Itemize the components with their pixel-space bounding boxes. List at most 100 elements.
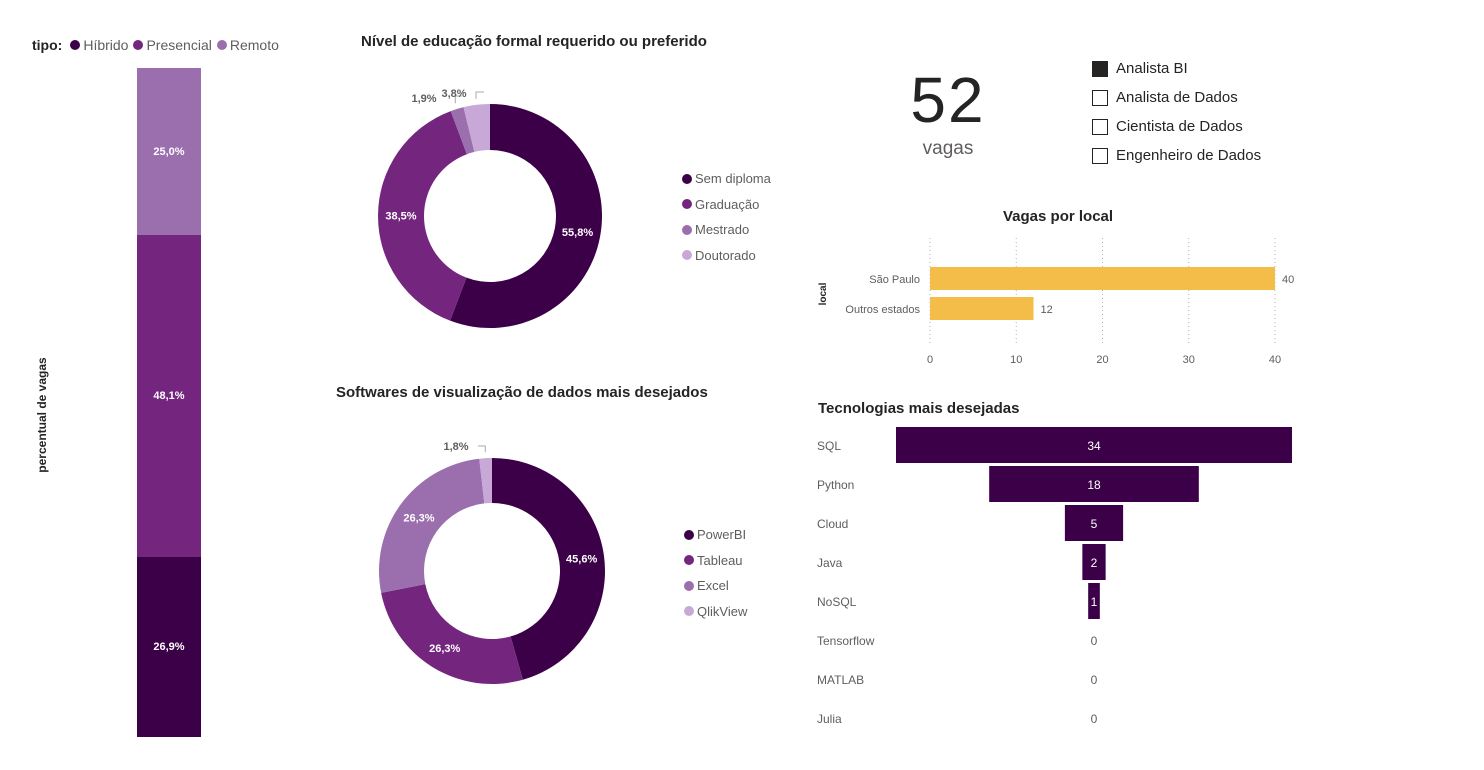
- legend-item-label: Mestrado: [695, 222, 750, 238]
- legend-item-mestrado[interactable]: Mestrado: [682, 217, 771, 243]
- x-tick-label: 0: [927, 354, 933, 366]
- bar-segment-remoto[interactable]: 25,0%: [137, 68, 201, 236]
- y-tick-label: São Paulo: [869, 274, 920, 286]
- slice-graduacao[interactable]: [378, 111, 467, 321]
- slicer-option-analista-dados[interactable]: Analista de Dados: [1092, 83, 1261, 112]
- x-tick-label: 30: [1183, 354, 1195, 366]
- legend-item-label: Remoto: [229, 37, 279, 53]
- data-label: 0: [1091, 673, 1098, 687]
- funnel-bar-nosql[interactable]: [1088, 583, 1100, 619]
- funnel-bar-java[interactable]: [1082, 544, 1106, 580]
- category-label: Python: [817, 478, 854, 492]
- legend-dot-icon: [682, 224, 692, 235]
- data-label: 55,8%: [562, 227, 593, 239]
- stacked-axis-label: percentual de vagas: [35, 357, 49, 473]
- data-label: 1,9%: [411, 93, 436, 105]
- slicer-option-label: Cientista de Dados: [1116, 118, 1243, 135]
- tech-chart-title: Tecnologias mais desejadas: [818, 400, 1020, 417]
- local-chart-title: Vagas por local: [1003, 208, 1114, 225]
- data-label: 48,1%: [153, 390, 185, 403]
- data-label: 2: [1091, 556, 1098, 570]
- legend-dot-icon: [684, 529, 694, 540]
- data-label: 26,3%: [429, 643, 460, 655]
- slice-tableau[interactable]: [381, 584, 523, 684]
- legend-item-tableau[interactable]: Tableau: [684, 548, 747, 574]
- x-tick-label: 40: [1269, 354, 1281, 366]
- role-slicer: Analista BI Analista de Dados Cientista …: [1092, 54, 1261, 170]
- legend-dot-icon: [684, 580, 694, 591]
- legend-item-powerbi[interactable]: PowerBI: [684, 522, 747, 548]
- bar-segment-hibrido[interactable]: 26,9%: [137, 557, 201, 737]
- slicer-option-label: Engenheiro de Dados: [1116, 147, 1262, 164]
- legend-item-qlikview[interactable]: QlikView: [684, 599, 747, 625]
- legend-item-label: QlikView: [697, 603, 748, 619]
- checkbox-icon[interactable]: [1092, 118, 1108, 135]
- stacked-bar-chart: 25,0% 48,1% 26,9%: [137, 68, 201, 737]
- legend-dot-icon: [684, 606, 694, 617]
- kpi-label: vagas: [922, 138, 974, 159]
- slicer-option-cientista-dados[interactable]: Cientista de Dados: [1092, 112, 1261, 141]
- legend-item-label: Híbrido: [83, 37, 129, 53]
- legend-dot-icon: [684, 555, 694, 566]
- slice-doutorado[interactable]: [463, 104, 490, 152]
- slicer-option-engenheiro-dados[interactable]: Engenheiro de Dados: [1092, 141, 1261, 170]
- funnel-bar-sql[interactable]: [896, 427, 1292, 463]
- checkbox-icon[interactable]: [1092, 147, 1108, 164]
- data-label: 26,3%: [403, 513, 434, 525]
- legend-item-excel[interactable]: Excel: [684, 573, 747, 599]
- bar-outros-estados[interactable]: [930, 297, 1034, 320]
- legend-item-hibrido[interactable]: Híbrido: [70, 37, 128, 53]
- y-tick-label: Outros estados: [845, 304, 920, 316]
- legend-item-presencial[interactable]: Presencial: [133, 37, 212, 53]
- software-donut-chart: 45,6% 26,3% 26,3% 1,8%: [379, 441, 605, 684]
- bar-segment-presencial[interactable]: 48,1%: [137, 235, 201, 558]
- x-tick-label: 10: [1010, 354, 1022, 366]
- data-label: 45,6%: [566, 554, 597, 566]
- category-label: Tensorflow: [817, 634, 875, 648]
- legend-item-remoto[interactable]: Remoto: [216, 37, 279, 53]
- data-label: 12: [1041, 304, 1053, 316]
- slice-sem-diploma[interactable]: [450, 104, 602, 328]
- checkbox-checked-icon[interactable]: [1092, 60, 1108, 77]
- data-label: 0: [1091, 712, 1098, 726]
- software-chart-title: Softwares de visualização de dados mais …: [336, 384, 708, 401]
- legend-item-label: PowerBI: [697, 527, 747, 543]
- funnel-bar-cloud[interactable]: [1064, 505, 1124, 541]
- category-label: Java: [817, 556, 843, 570]
- legend-dot-icon: [133, 40, 144, 50]
- tipo-legend: tipo: Híbrido Presencial Remoto: [32, 35, 284, 55]
- data-label: 25,0%: [153, 145, 185, 158]
- data-label: 40: [1282, 274, 1294, 286]
- legend-item-sem-diploma[interactable]: Sem diploma: [682, 166, 771, 192]
- legend-item-doutorado[interactable]: Doutorado: [682, 243, 771, 269]
- education-chart-title: Nível de educação formal requerido ou pr…: [361, 33, 707, 50]
- legend-dot-icon: [70, 40, 81, 50]
- slice-mestrado[interactable]: [450, 107, 475, 155]
- tipo-legend-label: tipo:: [32, 37, 63, 53]
- data-label: 3,8%: [441, 88, 466, 100]
- stacked-axis-title: percentual de vagas: [22, 357, 62, 473]
- legend-item-graduacao[interactable]: Graduação: [682, 192, 771, 218]
- data-label: 1,8%: [443, 441, 468, 453]
- data-label: 34: [1087, 439, 1101, 453]
- slicer-option-analista-bi[interactable]: Analista BI: [1092, 54, 1261, 83]
- legend-item-label: Sem diploma: [695, 171, 771, 187]
- slice-excel[interactable]: [379, 458, 485, 593]
- legend-item-label: Graduação: [695, 196, 760, 212]
- funnel-bar-python[interactable]: [989, 466, 1199, 502]
- category-label: Julia: [817, 712, 842, 726]
- category-label: Cloud: [817, 517, 848, 531]
- bar-sao-paulo[interactable]: [930, 267, 1275, 290]
- software-legend: PowerBI Tableau Excel QlikView: [684, 522, 747, 624]
- slice-qlikview[interactable]: [479, 458, 492, 504]
- local-bar-chart: 0 10 20 30 40 local São Paulo 40 Outros estados 1…: [818, 238, 1294, 366]
- legend-item-label: Presencial: [146, 37, 212, 53]
- checkbox-icon[interactable]: [1092, 89, 1108, 106]
- category-label: NoSQL: [817, 595, 857, 609]
- y-axis-title: local: [818, 282, 829, 305]
- data-label: 26,9%: [153, 641, 185, 654]
- legend-dot-icon: [682, 250, 692, 261]
- kpi-value: 52: [910, 64, 986, 136]
- slice-powerbi[interactable]: [492, 458, 605, 680]
- data-label: 0: [1091, 634, 1098, 648]
